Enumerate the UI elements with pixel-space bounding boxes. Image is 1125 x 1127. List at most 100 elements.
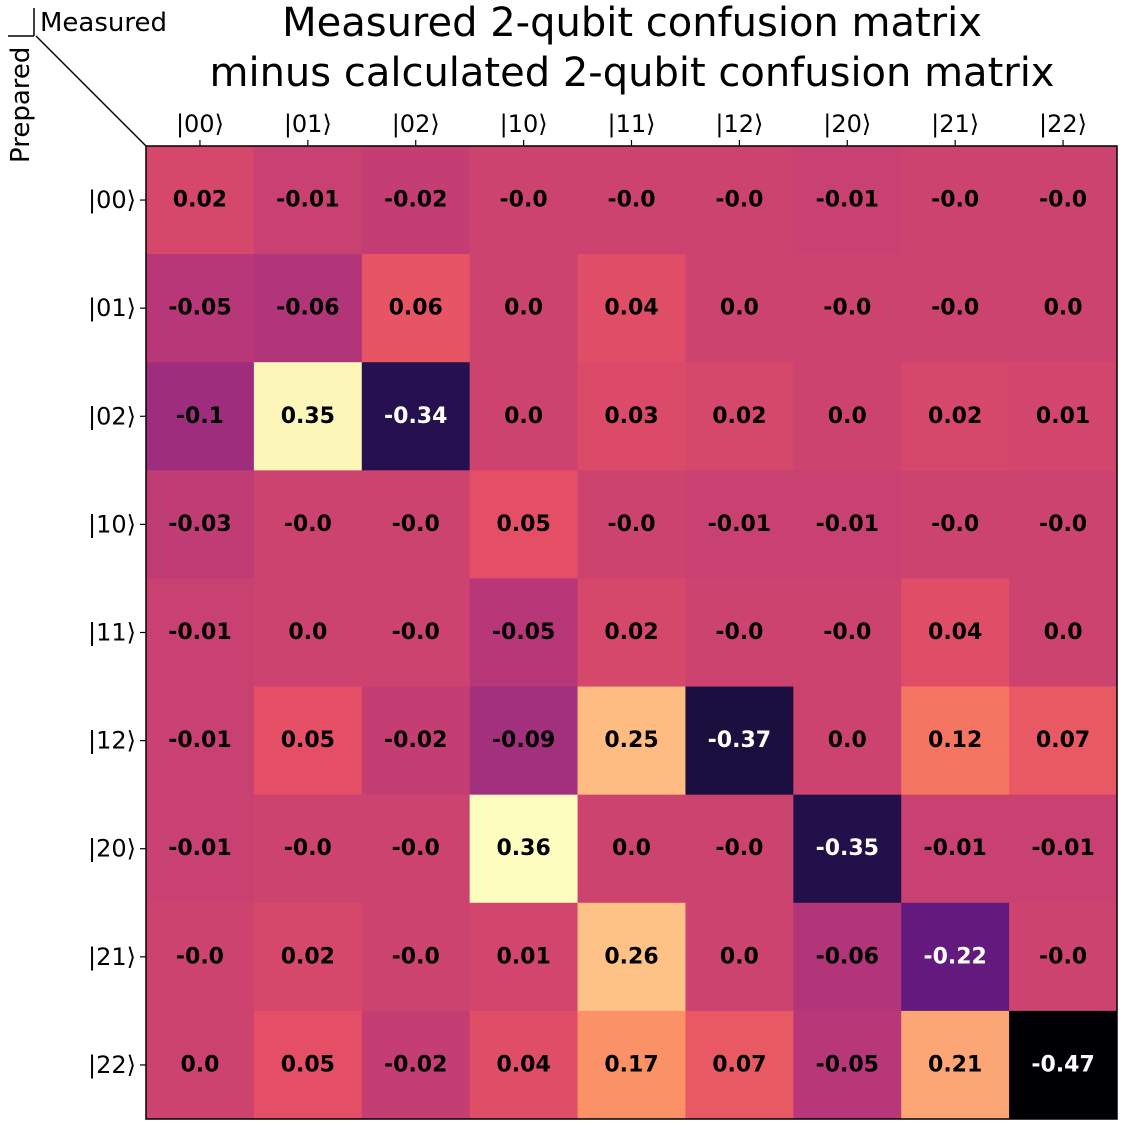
heatmap-cell [146,578,255,688]
cell-value-label: 0.05 [281,1052,335,1077]
heatmap-cell [685,470,794,579]
cell-value-label: -0.0 [931,512,979,537]
cell-value-label: -0.34 [384,404,447,429]
y-tick-label: |01⟩ [88,294,136,322]
heatmap-cell [685,146,794,255]
heatmap-cell [1009,470,1118,579]
heatmap-cell [577,794,686,904]
heatmap-cell [469,470,579,579]
heatmap-cell [146,686,255,796]
cell-value-label: 0.0 [288,620,327,645]
y-tick-label: |02⟩ [88,402,136,430]
cell-value-label: -0.0 [1039,512,1087,537]
cell-value-label: -0.0 [607,512,655,537]
cell-value-label: 0.0 [612,836,651,861]
cell-value-label: 0.36 [496,836,550,861]
heatmap-cell [361,362,471,471]
heatmap-cell [469,362,579,471]
heatmap-cell [901,470,1010,579]
cell-value-label: -0.0 [931,188,979,213]
heatmap-cell [793,1010,902,1120]
heatmap-cell [361,146,471,255]
cell-value-label: 0.02 [712,404,766,429]
heatmap-cell [793,254,902,363]
heatmap-cell [1009,902,1118,1012]
cell-value-label: 0.0 [504,296,543,321]
cell-value-label: -0.01 [816,512,879,537]
heatmap-cell [1009,686,1118,796]
cell-value-label: -0.06 [276,296,339,321]
cell-value-label: 0.0 [720,944,759,969]
heatmap-cell [146,470,255,579]
heatmap-cell [146,902,255,1012]
heatmap-cell [793,794,902,904]
cell-value-label: -0.47 [1031,1052,1094,1077]
cell-value-label: -0.0 [823,620,871,645]
cell-value-label: -0.0 [1039,944,1087,969]
heatmap-cell [901,254,1010,363]
cell-value-label: 0.25 [604,728,658,753]
heatmap-cell [361,902,471,1012]
heatmap-cell [469,686,579,796]
heatmap-cell [253,146,363,255]
cell-value-label: -0.37 [708,728,771,753]
y-tick-label: |11⟩ [88,619,136,647]
heatmap-cell [1009,254,1118,363]
heatmap-cell [146,146,255,255]
cell-value-label: -0.0 [392,620,440,645]
heatmap-cell [253,902,363,1012]
y-tick-label: |20⟩ [88,835,136,863]
heatmap-cell [146,794,255,904]
heatmap-cell [685,686,794,796]
heatmap-cell [469,254,579,363]
heatmap-cell [1009,146,1118,255]
cell-value-label: -0.01 [276,188,339,213]
heatmap-cell [146,1010,255,1120]
heatmap-cell [469,1010,579,1120]
cell-value-label: 0.0 [828,728,867,753]
heatmap-cell [253,686,363,796]
heatmap-cell [146,362,255,471]
cell-value-label: -0.22 [923,944,986,969]
cell-value-label: 0.0 [1044,296,1083,321]
heatmap-cell [469,146,579,255]
cell-value-label: 0.0 [180,1052,219,1077]
heatmap-cell [793,686,902,796]
corner-diagonal [35,35,147,147]
cell-value-label: -0.05 [492,620,555,645]
heatmap-cell [1009,1010,1118,1120]
cell-value-label: -0.0 [1039,188,1087,213]
heatmap-cell [793,902,902,1012]
heatmap-cell [361,470,471,579]
cell-value-label: 0.01 [1036,404,1090,429]
heatmap-cell [361,578,471,688]
cell-value-label: 0.04 [604,296,658,321]
cell-value-label: 0.04 [928,620,982,645]
cell-value-label: 0.07 [712,1052,766,1077]
heatmap-cell [901,1010,1010,1120]
heatmap-cell [901,362,1010,471]
cell-value-label: -0.06 [816,944,879,969]
x-tick-label: |12⟩ [715,110,763,138]
heatmap-cell [253,578,363,688]
cell-value-label: 0.06 [389,296,443,321]
cell-value-label: -0.0 [715,836,763,861]
cell-value-label: 0.26 [604,944,658,969]
cell-value-label: -0.0 [715,620,763,645]
cell-value-label: -0.0 [284,836,332,861]
cell-value-label: -0.03 [168,512,231,537]
heatmap-cell [685,254,794,363]
heatmap-cell [361,686,471,796]
cell-value-label: 0.02 [281,944,335,969]
heatmap-cell [577,146,686,255]
heatmap-cell [469,902,579,1012]
cell-value-label: -0.0 [176,944,224,969]
cell-value-label: -0.0 [823,296,871,321]
heatmap-cell [685,902,794,1012]
heatmap-cell [1009,794,1118,904]
heatmap-cell [1009,362,1118,471]
heatmap-cell [253,470,363,579]
chart-title-line-2: minus calculated 2-qubit confusion matri… [210,50,1055,96]
cell-value-label: -0.01 [168,836,231,861]
